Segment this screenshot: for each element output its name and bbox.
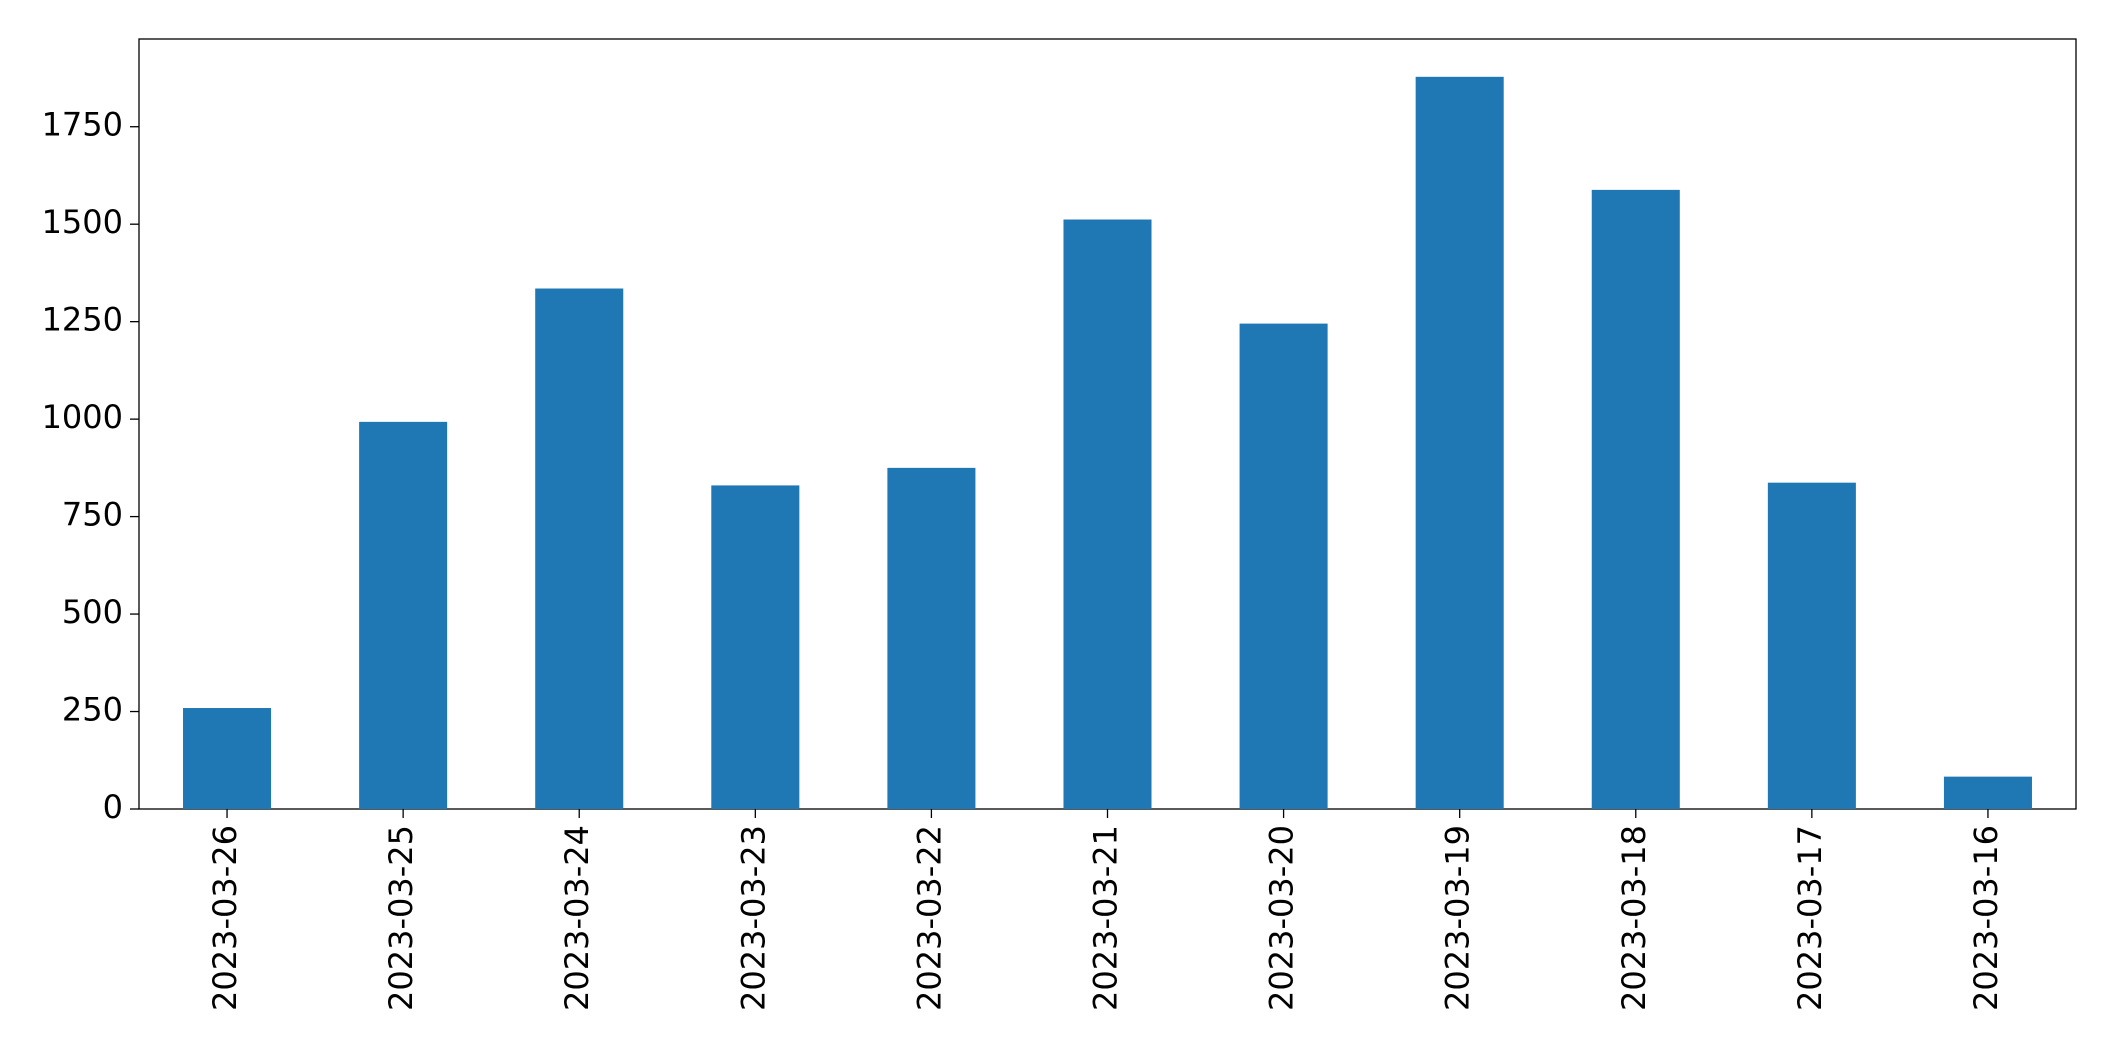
bar — [1767, 482, 1856, 809]
x-tick-label: 2023-03-23 — [734, 825, 772, 1011]
x-tick-label: 2023-03-19 — [1439, 825, 1477, 1011]
y-tick-label: 500 — [62, 593, 123, 631]
bar — [1943, 776, 2032, 809]
bar — [359, 421, 448, 809]
y-tick-label: 1750 — [42, 106, 123, 144]
y-tick-label: 750 — [62, 496, 123, 534]
x-tick-label: 2023-03-26 — [206, 825, 244, 1011]
x-tick-label: 2023-03-22 — [910, 825, 948, 1011]
bar — [711, 485, 800, 809]
x-tick-label: 2023-03-20 — [1263, 825, 1301, 1011]
bar — [1063, 219, 1152, 809]
x-tick-label: 2023-03-25 — [382, 825, 420, 1011]
x-tick-label: 2023-03-16 — [1967, 825, 2005, 1011]
bar — [887, 467, 976, 809]
bar — [535, 288, 624, 809]
y-tick-label: 250 — [62, 691, 123, 729]
x-tick-label: 2023-03-24 — [558, 825, 596, 1011]
bar — [1591, 189, 1680, 810]
x-tick-label: 2023-03-21 — [1087, 825, 1125, 1011]
x-tick-label: 2023-03-17 — [1791, 825, 1829, 1011]
y-tick-label: 1250 — [42, 301, 123, 339]
y-tick-label: 1000 — [42, 398, 123, 436]
bar — [1239, 323, 1328, 809]
y-tick-label: 0 — [103, 788, 123, 826]
y-tick-label: 1500 — [42, 203, 123, 241]
bar — [1415, 76, 1504, 809]
x-tick-label: 2023-03-18 — [1615, 825, 1653, 1011]
bar — [183, 708, 272, 809]
